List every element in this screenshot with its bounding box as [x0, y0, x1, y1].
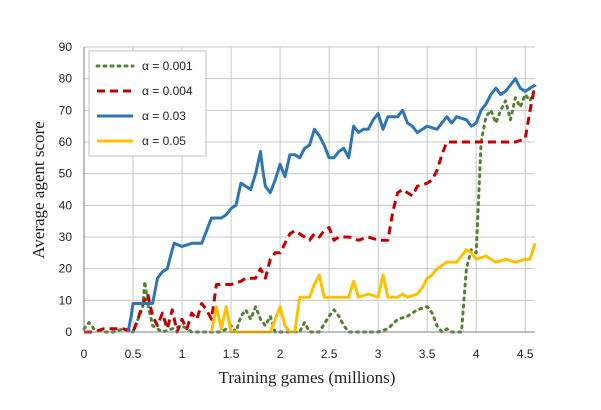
x-tick-label: 1.5	[223, 347, 240, 361]
tick-labels: 0 10 20 30 40 50 60 70 80 90 0 0.5 1 1.5 2 2.5 3 3.5 4 4.5	[59, 40, 534, 361]
series-lines	[82, 77, 537, 334]
y-tick-label: 70	[59, 103, 73, 117]
legend: α = 0.001 α = 0.004 α = 0.03 α = 0.05	[88, 50, 207, 157]
legend-entry-label: α = 0.001	[142, 59, 193, 73]
legend-entry-label: α = 0.05	[142, 134, 186, 148]
legend-entry-label: α = 0.004	[142, 84, 193, 98]
x-tick-label: 0	[81, 347, 88, 361]
x-tick-label: 3.5	[419, 347, 436, 361]
x-tick-label: 1	[179, 347, 186, 361]
y-tick-label: 40	[59, 198, 73, 212]
y-tick-label: 60	[59, 135, 73, 149]
x-tick-label: 2	[277, 347, 284, 361]
series-line-3	[126, 77, 536, 333]
series-line-4	[210, 242, 537, 334]
series-line-2	[84, 84, 537, 334]
x-tick-label: 4	[473, 347, 480, 361]
y-tick-label: 20	[59, 262, 73, 276]
legend-entry-label: α = 0.03	[142, 109, 186, 123]
y-tick-label: 90	[59, 40, 73, 54]
series-line-1	[82, 86, 537, 334]
y-axis-label: Average agent score	[29, 121, 48, 259]
legend-box	[88, 50, 207, 157]
x-tick-label: 4.5	[517, 347, 534, 361]
x-tick-label: 3	[375, 347, 382, 361]
y-tick-label: 80	[59, 72, 73, 86]
x-tick-label: 2.5	[321, 347, 338, 361]
x-axis-label: Training games (millions)	[219, 368, 396, 387]
y-tick-label: 30	[59, 230, 73, 244]
y-tick-label: 0	[65, 325, 72, 339]
y-tick-label: 50	[59, 167, 73, 181]
axes	[83, 47, 535, 333]
y-tick-label: 10	[59, 293, 73, 307]
x-tick-label: 0.5	[125, 347, 142, 361]
